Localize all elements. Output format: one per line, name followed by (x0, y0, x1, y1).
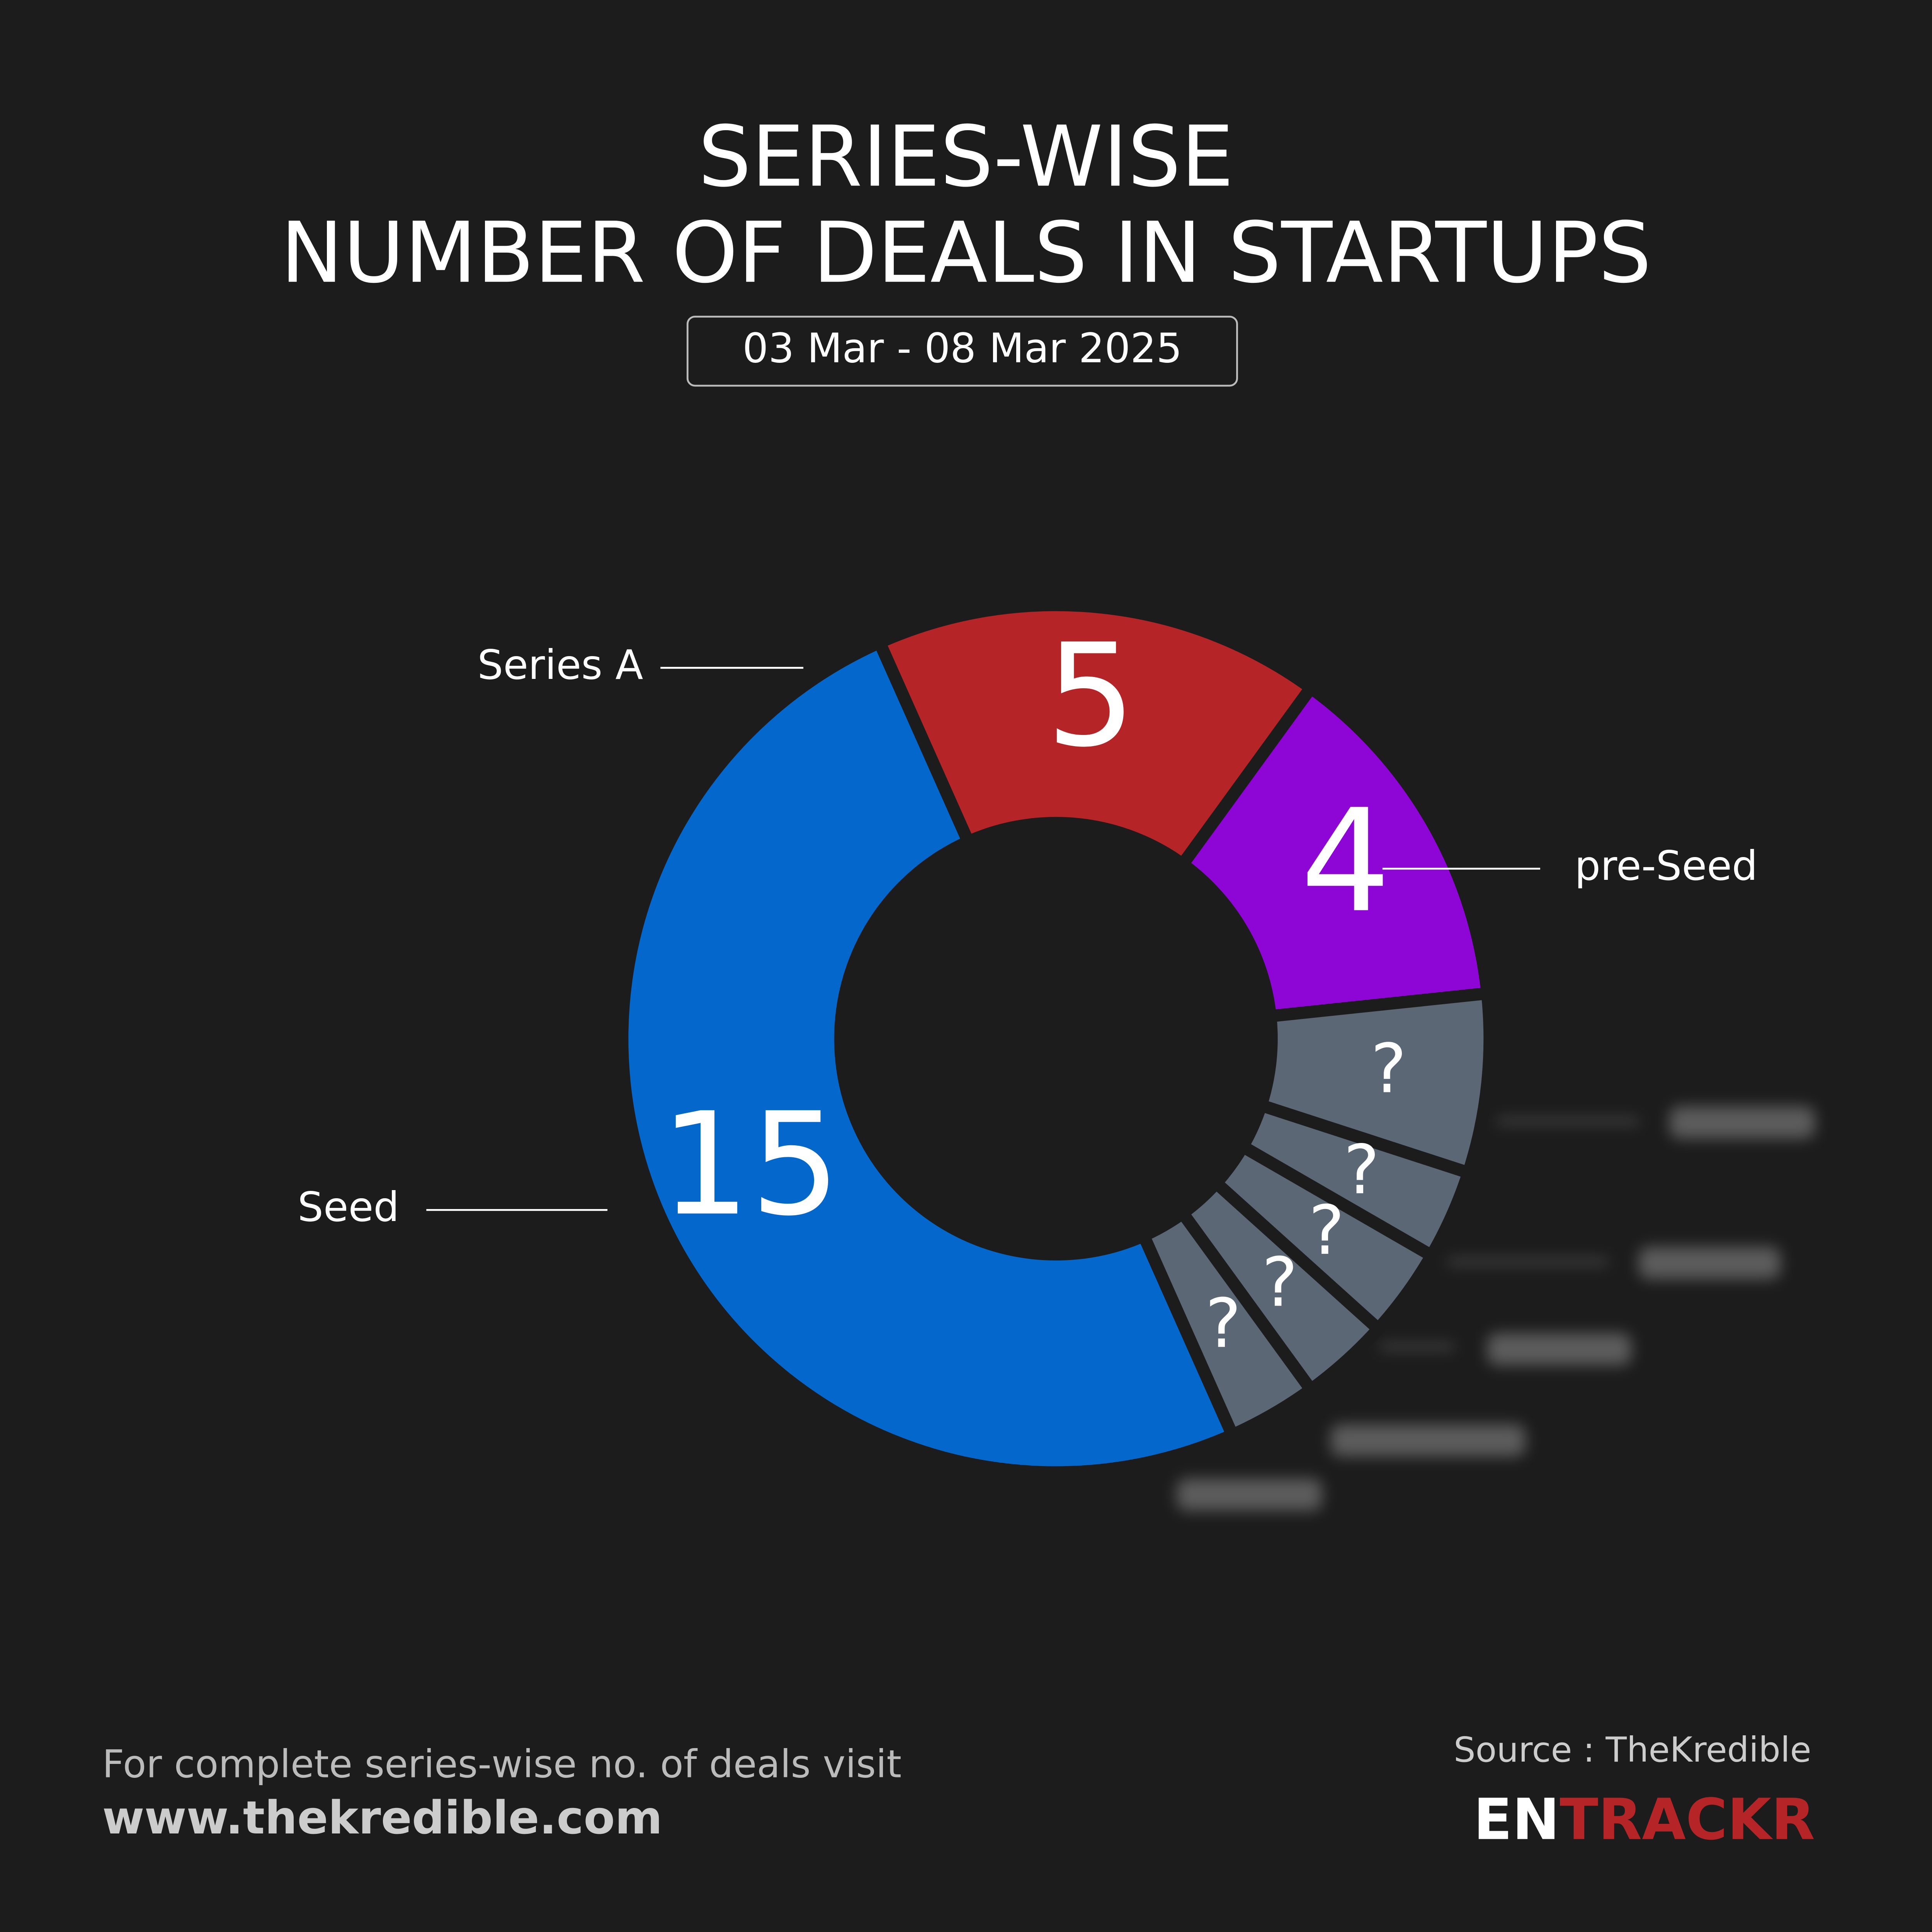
data-label: ? (1344, 1131, 1379, 1209)
subtitle-box (686, 316, 1238, 387)
data-label: 5 (1046, 614, 1136, 778)
brand: ENTRACKR (1473, 1786, 1815, 1852)
data-label: 15 (660, 1083, 841, 1247)
donut-slice (1174, 679, 1494, 1023)
category-label: Series A (478, 641, 643, 689)
source: Source : TheKredible (1454, 1730, 1811, 1770)
footer-note: For complete series-wise no. of deals vi… (102, 1742, 901, 1787)
data-label: ? (1309, 1191, 1345, 1270)
brand-part: TRACKR (1560, 1786, 1815, 1852)
subtitle: 03 Mar - 08 Mar 2025 (743, 325, 1182, 372)
brand-part: EN (1473, 1786, 1560, 1852)
donut-slice (871, 599, 1320, 873)
chart-title: SERIES-WISE (698, 108, 1234, 206)
footer-url: www.thekredible.com (102, 1791, 663, 1844)
data-label: ? (1262, 1243, 1298, 1322)
category-label: Seed (298, 1183, 399, 1231)
data-label: 4 (1301, 779, 1391, 944)
category-label: pre-Seed (1575, 842, 1757, 889)
data-label: ? (1371, 1029, 1406, 1108)
donut-slice (616, 634, 1241, 1479)
blurred-labels (1177, 1106, 1815, 1511)
data-label: ? (1205, 1284, 1241, 1363)
chart-title: NUMBER OF DEALS IN STARTUPS (281, 204, 1651, 302)
